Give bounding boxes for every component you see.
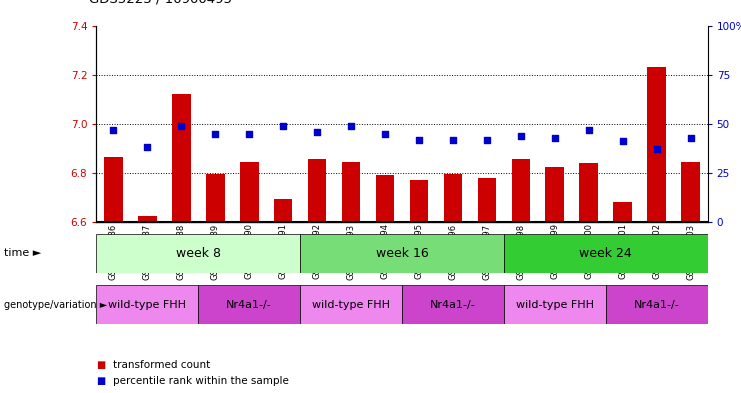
Text: Nr4a1-/-: Nr4a1-/-: [430, 299, 476, 310]
Text: week 16: week 16: [376, 247, 428, 260]
Point: [345, 123, 357, 129]
Bar: [614, 202, 632, 222]
Bar: [198, 285, 300, 324]
Bar: [605, 285, 708, 324]
Bar: [308, 160, 327, 222]
Text: wild-type FHH: wild-type FHH: [312, 299, 390, 310]
Bar: [444, 174, 462, 222]
Bar: [545, 167, 564, 222]
Bar: [96, 234, 300, 273]
Text: percentile rank within the sample: percentile rank within the sample: [113, 376, 288, 386]
Bar: [410, 180, 428, 222]
Bar: [579, 163, 598, 222]
Text: Nr4a1-/-: Nr4a1-/-: [226, 299, 272, 310]
Point: [176, 123, 187, 129]
Text: wild-type FHH: wild-type FHH: [108, 299, 186, 310]
Bar: [504, 234, 708, 273]
Bar: [172, 94, 190, 222]
Bar: [96, 285, 198, 324]
Point: [277, 123, 289, 129]
Bar: [206, 174, 225, 222]
Bar: [300, 234, 504, 273]
Bar: [648, 67, 666, 222]
Text: ■: ■: [96, 360, 105, 371]
Point: [549, 134, 561, 141]
Point: [651, 146, 662, 152]
Text: GDS5223 / 10900495: GDS5223 / 10900495: [89, 0, 232, 6]
Text: ■: ■: [96, 376, 105, 386]
Point: [107, 127, 119, 133]
Point: [413, 136, 425, 143]
Point: [243, 130, 255, 137]
Point: [685, 134, 697, 141]
Text: week 8: week 8: [176, 247, 221, 260]
Bar: [342, 162, 360, 222]
Point: [311, 129, 323, 135]
Point: [515, 132, 527, 139]
Point: [379, 130, 391, 137]
Text: Nr4a1-/-: Nr4a1-/-: [634, 299, 679, 310]
Text: wild-type FHH: wild-type FHH: [516, 299, 594, 310]
Text: week 24: week 24: [579, 247, 632, 260]
Bar: [300, 285, 402, 324]
Text: genotype/variation ►: genotype/variation ►: [4, 299, 107, 310]
Bar: [402, 285, 504, 324]
Bar: [681, 162, 700, 222]
Point: [209, 130, 221, 137]
Bar: [511, 160, 531, 222]
Text: time ►: time ►: [4, 248, 41, 259]
Point: [617, 138, 628, 145]
Point: [481, 136, 493, 143]
Text: transformed count: transformed count: [113, 360, 210, 371]
Point: [142, 144, 153, 151]
Bar: [504, 285, 605, 324]
Bar: [104, 157, 123, 222]
Bar: [477, 178, 496, 222]
Bar: [376, 175, 394, 222]
Point: [447, 136, 459, 143]
Bar: [240, 162, 259, 222]
Point: [583, 127, 595, 133]
Bar: [273, 199, 293, 222]
Bar: [138, 216, 156, 222]
